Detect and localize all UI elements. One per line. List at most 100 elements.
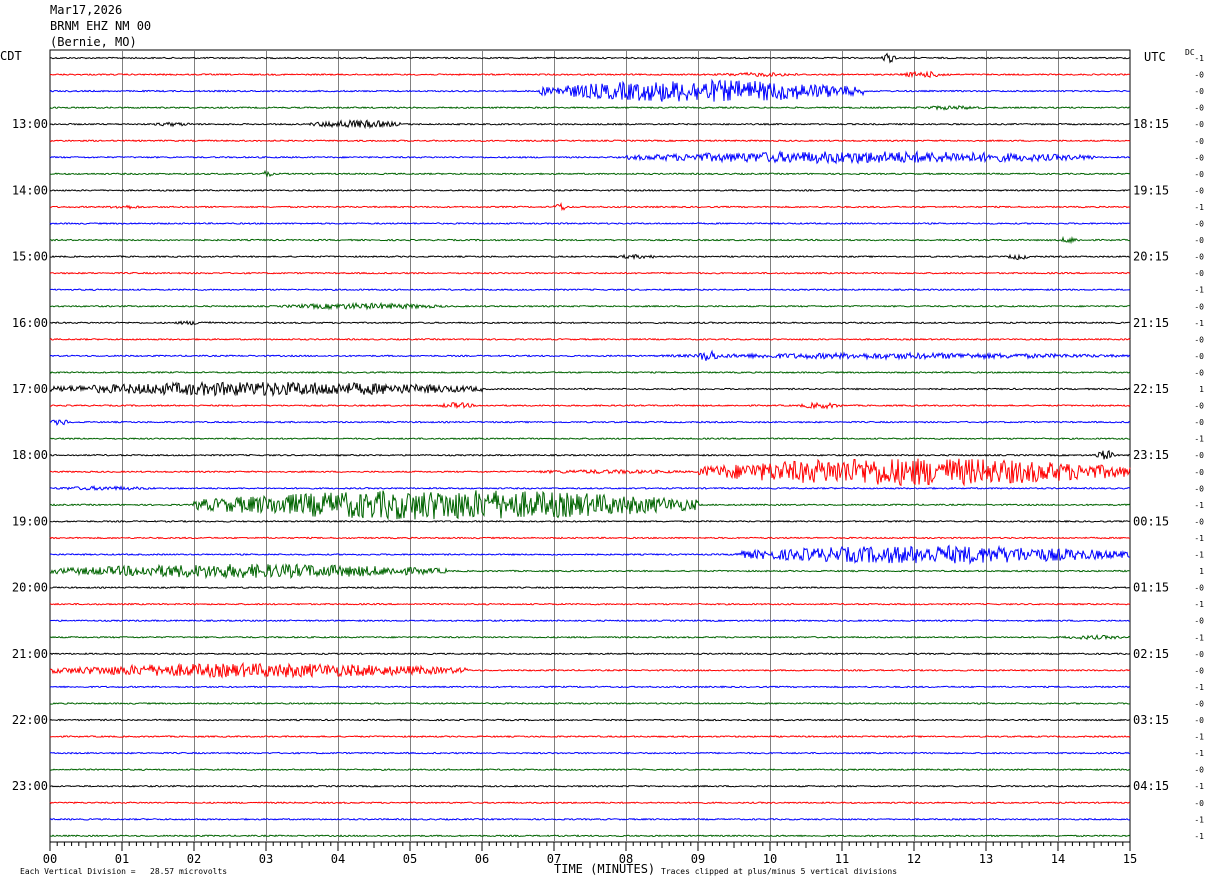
- dc-offset-label: -1: [1194, 203, 1204, 212]
- dc-offset-label: -0: [1194, 402, 1204, 411]
- left-hour-label: 13:00: [12, 117, 48, 131]
- x-tick-label: 10: [763, 852, 777, 866]
- right-hour-label: 21:15: [1133, 316, 1169, 330]
- right-hour-label: 23:15: [1133, 448, 1169, 462]
- dc-offset-label: -1: [1194, 600, 1204, 609]
- right-timezone-label: UTC: [1144, 50, 1166, 64]
- header-station: BRNM EHZ NM 00: [50, 19, 152, 33]
- trace-row-21: [49, 401, 1131, 410]
- trace-row-41: [49, 735, 1131, 739]
- dc-offset-label: -1: [1194, 319, 1204, 328]
- dc-offset-label: -0: [1194, 699, 1204, 708]
- dc-offset-label: -0: [1194, 484, 1204, 493]
- x-tick-label: 05: [403, 852, 417, 866]
- left-hour-label: 21:00: [12, 647, 48, 661]
- dc-offset-label: -0: [1194, 153, 1204, 162]
- left-timezone-label: CDT: [0, 49, 22, 63]
- plot-frame: [49, 49, 1131, 843]
- right-hour-label: 19:15: [1133, 183, 1169, 197]
- dc-offset-label: 1: [1199, 567, 1204, 576]
- dc-offset-label: -0: [1194, 716, 1204, 725]
- trace-row-30: [49, 544, 1131, 566]
- x-tick-label: 00: [43, 852, 57, 866]
- dc-offset-label: -1: [1194, 733, 1204, 742]
- trace-row-25: [49, 458, 1131, 487]
- trace-row-12: [49, 253, 1131, 261]
- x-tick-label: 06: [475, 852, 489, 866]
- dc-offset-label: -0: [1194, 368, 1204, 377]
- dc-offset-label: -0: [1194, 269, 1204, 278]
- trace-row-46: [49, 817, 1131, 821]
- left-hour-label: 18:00: [12, 448, 48, 462]
- trace-row-20: [49, 380, 1131, 397]
- x-tick-label: 01: [115, 852, 129, 866]
- dc-offset-label: -0: [1194, 650, 1204, 659]
- x-tick-label: 09: [691, 852, 705, 866]
- dc-offset-label: -0: [1194, 766, 1204, 775]
- dc-offset-label: -0: [1194, 253, 1204, 262]
- left-hour-label: 16:00: [12, 316, 48, 330]
- x-tick-label: 02: [187, 852, 201, 866]
- dc-offset-label: -1: [1194, 749, 1204, 758]
- dc-offset-label: -0: [1194, 104, 1204, 113]
- right-hour-label: 04:15: [1133, 779, 1169, 793]
- dc-offset-label: -0: [1194, 186, 1204, 195]
- dc-offset-label: -0: [1194, 236, 1204, 245]
- dc-offset-label: -0: [1194, 220, 1204, 229]
- dc-offset-label: -0: [1194, 451, 1204, 460]
- dc-offset-label: -1: [1194, 832, 1204, 841]
- right-hour-label: 18:15: [1133, 117, 1169, 131]
- dc-offset-label: -0: [1194, 352, 1204, 361]
- trace-row-8: [49, 188, 1131, 192]
- trace-row-36: [49, 652, 1131, 656]
- trace-row-40: [49, 718, 1131, 722]
- right-hour-label: 02:15: [1133, 647, 1169, 661]
- trace-row-47: [49, 834, 1131, 838]
- left-hour-label: 15:00: [12, 250, 48, 264]
- trace-row-28: [49, 519, 1131, 523]
- trace-row-13: [49, 271, 1131, 275]
- x-tick-label: 11: [835, 852, 849, 866]
- trace-row-10: [49, 222, 1131, 225]
- dc-offset-label: -0: [1194, 517, 1204, 526]
- trace-row-45: [49, 801, 1131, 805]
- right-hour-label: 20:15: [1133, 250, 1169, 264]
- left-hour-label: 17:00: [12, 382, 48, 396]
- trace-row-1: [49, 70, 1131, 79]
- dc-offset-label: -0: [1194, 137, 1204, 146]
- x-tick-label: 15: [1123, 852, 1137, 866]
- dc-offset-label: -0: [1194, 120, 1204, 129]
- dc-offset-label: -0: [1194, 87, 1204, 96]
- trace-row-29: [49, 536, 1131, 540]
- trace-row-7: [49, 169, 1131, 178]
- header-date: Mar17,2026: [50, 3, 123, 17]
- trace-row-3: [49, 104, 1131, 111]
- trace-row-35: [49, 633, 1131, 641]
- header-location: (Bernie, MO): [50, 35, 137, 49]
- dc-offset-label: -0: [1194, 170, 1204, 179]
- scale-note: Each Vertical Division = 28.57 microvolt…: [20, 867, 228, 876]
- trace-row-32: [49, 586, 1131, 590]
- dc-label: DC: [1185, 48, 1195, 57]
- clip-note: Traces clipped at plus/minus 5 vertical …: [661, 867, 898, 876]
- trace-row-15: [49, 301, 1131, 311]
- dc-offset-label: -0: [1194, 584, 1204, 593]
- dc-offset-label: -1: [1194, 633, 1204, 642]
- trace-row-34: [49, 619, 1131, 623]
- dc-offset-label: -1: [1194, 815, 1204, 824]
- trace-row-44: [49, 784, 1131, 788]
- dc-offset-label: -0: [1194, 468, 1204, 477]
- trace-row-38: [49, 685, 1131, 689]
- dc-offset-label: -0: [1194, 666, 1204, 675]
- dc-offset-label: -0: [1194, 617, 1204, 626]
- trace-row-24: [49, 449, 1131, 460]
- trace-row-39: [49, 701, 1131, 705]
- trace-row-0: [49, 52, 1131, 64]
- right-hour-label: 22:15: [1133, 382, 1169, 396]
- trace-row-14: [49, 288, 1131, 292]
- dc-offset-label: -1: [1194, 435, 1204, 444]
- trace-row-6: [49, 150, 1131, 165]
- trace-row-33: [49, 602, 1131, 606]
- right-hour-label: 01:15: [1133, 581, 1169, 595]
